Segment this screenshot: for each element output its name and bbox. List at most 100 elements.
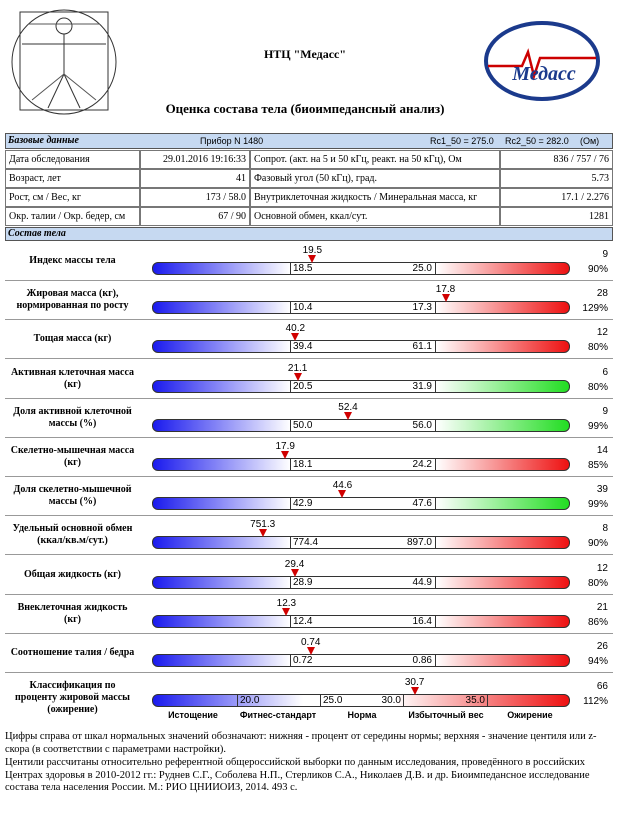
base-cell: 836 / 757 / 76 xyxy=(500,150,613,169)
norm-high-line xyxy=(435,575,436,589)
scale-line xyxy=(487,694,488,708)
row-separator xyxy=(5,436,613,438)
norm-low: 39.4 xyxy=(293,341,313,353)
centile: 8 xyxy=(602,523,608,535)
base-cell: 41 xyxy=(140,169,250,188)
row-label: Тощая масса (кг) xyxy=(33,333,112,345)
norm-low: 50.0 xyxy=(293,419,313,431)
scale-bar xyxy=(152,262,570,275)
norm-high-line xyxy=(435,654,436,667)
norm-high-line xyxy=(435,340,436,354)
base-cell: Дата обследования xyxy=(5,150,140,169)
row-separator xyxy=(5,319,613,321)
norm-low: 10.4 xyxy=(293,302,313,314)
base-cell: 29.01.2016 19:16:33 xyxy=(140,150,250,169)
row-label: Индекс массы тела xyxy=(29,255,116,266)
norm-low: 18.1 xyxy=(293,459,313,470)
percent: 80% xyxy=(587,577,608,589)
base-cell: 17.1 / 2.276 xyxy=(500,188,613,207)
marker-value: 12.3 xyxy=(276,597,297,609)
base-cell: 173 / 58.0 xyxy=(140,188,250,207)
norm-low-line xyxy=(290,340,291,354)
unit: (Ом) xyxy=(580,136,600,146)
base-cell: Окр. талии / Окр. бедер, см xyxy=(5,207,140,226)
norm-high-line xyxy=(435,536,436,550)
marker-value: 17.9 xyxy=(275,441,295,452)
base-cell: Сопрот. (акт. на 5 и 50 кГц, реакт. на 5… xyxy=(250,150,500,169)
centile: 12 xyxy=(596,327,608,339)
norm-high-line xyxy=(435,458,436,471)
norm-low-line xyxy=(290,614,291,628)
scale-bar xyxy=(152,301,570,315)
norm-low: 12.4 xyxy=(293,615,313,627)
marker-value: 751.3 xyxy=(250,519,276,531)
legend-label: Норма xyxy=(347,710,377,721)
row-label: Внеклеточная жидкость (кг) xyxy=(17,601,128,625)
norm-low: 42.9 xyxy=(293,498,313,510)
scale-bar xyxy=(152,654,570,667)
logo-text: Медасс xyxy=(511,63,576,85)
norm-high: 56.0 xyxy=(412,419,432,431)
marker-value: 40.2 xyxy=(285,323,306,335)
percent: 80% xyxy=(587,381,608,393)
row-label: Скелетно-мышечная масса (кг) xyxy=(10,445,135,468)
scale-bar xyxy=(152,694,570,708)
marker-value: 17.8 xyxy=(435,284,456,296)
norm-low: 18.5 xyxy=(293,263,313,274)
marker-value: 29.4 xyxy=(284,558,305,570)
base-header xyxy=(5,133,613,149)
marker xyxy=(344,411,352,420)
norm-low-line xyxy=(290,262,291,275)
scale-bar xyxy=(152,458,570,471)
row-separator xyxy=(5,672,613,673)
norm-high-line xyxy=(435,614,436,628)
scale-label: 20.0 xyxy=(240,695,260,707)
norm-high-line xyxy=(435,418,436,432)
norm-low-line xyxy=(290,497,291,511)
base-cell: Возраст, лет xyxy=(5,169,140,188)
norm-low-line xyxy=(290,418,291,432)
centile: 14 xyxy=(596,445,608,456)
scale-line xyxy=(237,694,238,708)
marker xyxy=(441,294,450,303)
norm-high-line xyxy=(435,262,436,275)
row-separator xyxy=(5,632,613,634)
norm-high: 0.86 xyxy=(412,655,432,666)
marker xyxy=(293,372,302,381)
centile: 28 xyxy=(596,288,608,300)
marker xyxy=(291,333,300,342)
norm-high: 44.9 xyxy=(412,576,432,588)
marker xyxy=(410,687,419,696)
scale-label: 25.0 xyxy=(323,695,343,707)
scale-line xyxy=(320,694,321,708)
scale-label: 35.0 xyxy=(465,695,485,707)
row-label: Жировая масса (кг), нормированная по рос… xyxy=(16,288,129,312)
norm-low: 774.4 xyxy=(293,537,319,549)
percent: 86% xyxy=(587,616,608,628)
marker-value: 44.6 xyxy=(332,480,353,492)
norm-high: 61.1 xyxy=(412,341,432,353)
row-label: Доля активной клеточной массы (%) xyxy=(13,405,132,429)
norm-high-line xyxy=(435,379,436,393)
base-cell: 67 / 90 xyxy=(140,207,250,226)
vitruvian-image xyxy=(11,9,117,115)
norm-high: 47.6 xyxy=(412,498,432,510)
marker-value: 19.5 xyxy=(302,245,323,256)
scale-bar xyxy=(152,614,570,628)
logo: Медасс xyxy=(484,21,600,101)
percent: 129% xyxy=(582,303,608,315)
norm-high: 16.4 xyxy=(412,615,432,627)
legend-label: Избыточный вес xyxy=(408,710,484,721)
base-cell: 1281 xyxy=(500,207,613,226)
scale-bar xyxy=(152,379,570,393)
centile: 26 xyxy=(596,641,608,652)
row-label: Общая жидкость (кг) xyxy=(24,568,121,580)
norm-low: 28.9 xyxy=(293,576,313,588)
norm-high-line xyxy=(435,301,436,315)
scale-bar xyxy=(152,575,570,589)
marker-value: 0.74 xyxy=(300,637,321,648)
rc1: Rc1_50 = 275.0 xyxy=(430,136,494,146)
percent: 112% xyxy=(583,696,608,708)
percent: 90% xyxy=(587,264,608,275)
